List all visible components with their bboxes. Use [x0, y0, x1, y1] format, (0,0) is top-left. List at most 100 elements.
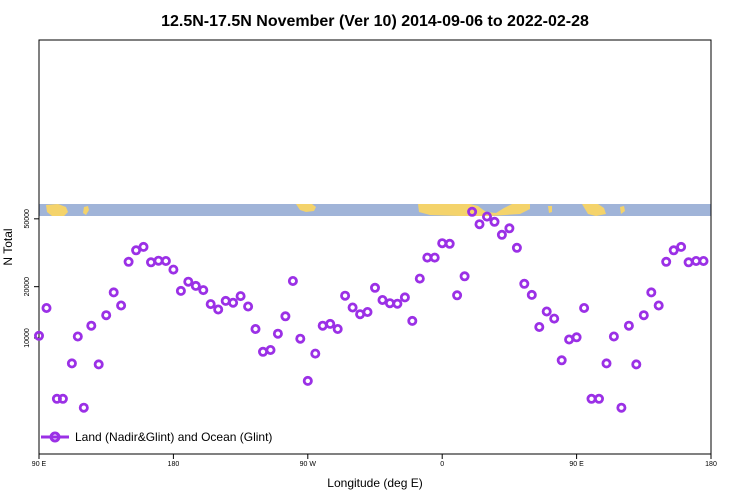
data-point — [272, 328, 283, 339]
ocean-band — [39, 204, 711, 216]
data-point — [205, 299, 216, 310]
data-point — [347, 302, 358, 313]
data-point — [549, 313, 560, 324]
data-point — [571, 332, 582, 343]
x-tick-label: 180 — [705, 461, 717, 468]
data-point — [623, 320, 634, 331]
data-point — [653, 300, 664, 311]
data-point — [250, 323, 261, 334]
data-point — [556, 355, 567, 366]
y-tick-label: 50000 — [24, 209, 31, 229]
data-point — [280, 311, 291, 322]
chart-title: 12.5N-17.5N November (Ver 10) 2014-09-06… — [161, 13, 589, 30]
data-point — [86, 320, 97, 331]
data-point — [228, 297, 239, 308]
data-point — [362, 306, 373, 317]
legend-label: Land (Nadir&Glint) and Ocean (Glint) — [75, 430, 272, 444]
data-point — [541, 306, 552, 317]
data-point — [414, 273, 425, 284]
x-axis-label: Longitude (deg E) — [327, 476, 422, 490]
data-point — [340, 290, 351, 301]
data-point — [601, 358, 612, 369]
data-point — [661, 256, 672, 267]
land-shape — [296, 204, 316, 212]
data-point — [608, 331, 619, 342]
data-point — [631, 359, 642, 370]
data-point — [437, 238, 448, 249]
data-point — [444, 238, 455, 249]
data-point — [668, 245, 679, 256]
land-shape — [46, 204, 68, 216]
data-point — [160, 255, 171, 266]
x-tick-label: 90 E — [569, 461, 584, 468]
data-point — [190, 280, 201, 291]
data-point — [317, 320, 328, 331]
data-point — [198, 285, 209, 296]
x-tick-label: 90 E — [32, 461, 47, 468]
x-tick-label: 0 — [440, 461, 444, 468]
land-shape — [620, 206, 625, 214]
data-point — [698, 255, 709, 266]
data-point — [332, 323, 343, 334]
data-point — [243, 301, 254, 312]
data-point — [325, 318, 336, 329]
data-point — [511, 242, 522, 253]
data-point — [481, 211, 492, 222]
data-point — [676, 241, 687, 252]
data-point — [213, 304, 224, 315]
data-point — [265, 344, 276, 355]
data-point — [302, 375, 313, 386]
legend: Land (Nadir&Glint) and Ocean (Glint) — [41, 430, 272, 444]
y-tick-label: 20000 — [24, 277, 31, 297]
data-point — [452, 290, 463, 301]
plot-frame — [38, 39, 712, 455]
y-tick-label: 10000 — [24, 328, 31, 348]
data-point — [683, 257, 694, 268]
data-point — [399, 292, 410, 303]
data-point — [616, 402, 627, 413]
data-point — [392, 298, 403, 309]
data-point — [459, 271, 470, 282]
data-point — [101, 310, 112, 321]
data-points — [34, 206, 709, 413]
data-point — [638, 310, 649, 321]
data-point — [369, 282, 380, 293]
data-point — [295, 333, 306, 344]
data-point — [579, 302, 590, 313]
data-point — [407, 315, 418, 326]
data-point — [123, 256, 134, 267]
x-tick-label: 180 — [168, 461, 180, 468]
data-point — [467, 206, 478, 217]
data-point — [474, 219, 485, 230]
data-point — [72, 331, 83, 342]
data-point — [287, 275, 298, 286]
data-point — [429, 252, 440, 263]
data-point — [496, 229, 507, 240]
data-point — [66, 358, 77, 369]
data-point — [168, 264, 179, 275]
data-point — [145, 257, 156, 268]
data-point — [175, 285, 186, 296]
data-point — [519, 278, 530, 289]
data-point — [57, 393, 68, 404]
data-point — [526, 289, 537, 300]
data-point — [138, 241, 149, 252]
data-point — [78, 402, 89, 413]
data-point — [384, 298, 395, 309]
data-point — [594, 393, 605, 404]
data-point — [116, 300, 127, 311]
x-axis: 90 E 180 90 W 0 90 E 180 — [32, 454, 717, 468]
data-point — [93, 359, 104, 370]
data-point — [235, 291, 246, 302]
x-tick-label: 90 W — [300, 461, 317, 468]
data-point — [108, 287, 119, 298]
data-point — [183, 276, 194, 287]
data-point — [310, 348, 321, 359]
data-point — [41, 302, 52, 313]
land-shape — [83, 206, 89, 215]
world-map-strip — [39, 204, 711, 216]
land-shape — [548, 206, 552, 213]
y-axis-label: N Total — [1, 228, 15, 265]
y-axis: 10000 20000 50000 — [24, 209, 39, 348]
data-point — [489, 216, 500, 227]
